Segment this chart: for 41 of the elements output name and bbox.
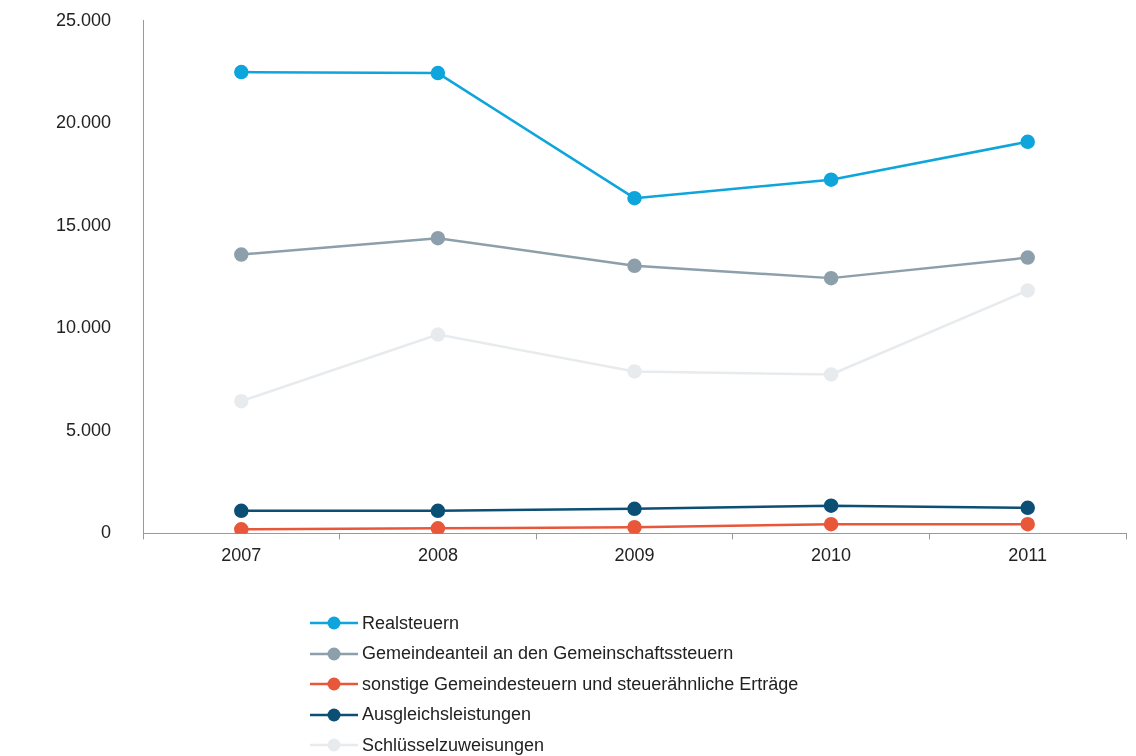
x-tick-label: 2008 <box>417 545 458 566</box>
point <box>430 65 446 81</box>
point <box>1020 516 1035 532</box>
point <box>430 521 446 534</box>
point <box>627 520 642 534</box>
x-tick-label: 2009 <box>614 545 655 566</box>
point <box>627 501 642 517</box>
point <box>1020 500 1035 516</box>
y-tick-label: 10.000 <box>55 317 111 338</box>
y-tick-label: 5.000 <box>65 419 111 440</box>
legend-label: Schlüsselzuweisungen <box>362 734 545 756</box>
point <box>430 230 446 246</box>
point <box>823 270 839 286</box>
y-tick-label: 20.000 <box>55 112 111 133</box>
point <box>627 258 642 274</box>
legend-label: Ausgleichsleistungen <box>362 704 532 726</box>
point <box>1020 250 1035 265</box>
legend-label: sonstige Gemeindesteuern und steuerähnliche Erträge <box>362 673 799 695</box>
point <box>430 327 446 342</box>
point <box>823 498 839 513</box>
y-tick-label: 15.000 <box>55 214 111 235</box>
point <box>823 172 839 187</box>
x-tick-label: 2007 <box>221 545 262 566</box>
point <box>234 503 249 519</box>
legend-label: Gemeindeanteil an den Gemeinschaftssteuern <box>362 643 734 665</box>
x-tick-label: 2010 <box>811 545 852 566</box>
point <box>234 64 249 80</box>
y-tick-label: 25.000 <box>55 9 111 30</box>
point <box>823 367 839 382</box>
point <box>1020 134 1035 150</box>
point <box>823 516 839 532</box>
x-tick-label: 2011 <box>1008 545 1048 566</box>
point <box>1020 283 1035 298</box>
y-tick-label: 0 <box>100 522 111 543</box>
point <box>234 393 249 409</box>
point <box>234 247 249 262</box>
legend-label: Realsteuern <box>362 612 460 634</box>
point <box>234 522 249 534</box>
point <box>627 364 642 379</box>
point <box>627 190 642 206</box>
point <box>430 503 446 519</box>
